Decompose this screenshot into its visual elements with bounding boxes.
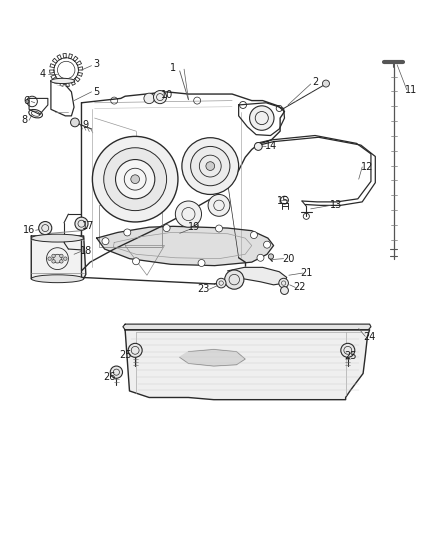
Text: 24: 24 bbox=[364, 332, 376, 342]
Circle shape bbox=[153, 91, 166, 103]
Circle shape bbox=[53, 254, 62, 263]
Circle shape bbox=[131, 175, 140, 183]
Circle shape bbox=[341, 343, 355, 357]
Polygon shape bbox=[97, 227, 274, 265]
Polygon shape bbox=[31, 236, 86, 279]
Text: 19: 19 bbox=[187, 222, 200, 232]
Circle shape bbox=[250, 106, 274, 130]
Circle shape bbox=[279, 278, 288, 288]
Circle shape bbox=[133, 258, 140, 265]
Text: 11: 11 bbox=[405, 85, 417, 95]
Circle shape bbox=[71, 118, 79, 127]
Circle shape bbox=[60, 254, 63, 257]
Circle shape bbox=[104, 148, 166, 211]
Text: 2: 2 bbox=[312, 77, 318, 87]
Text: 16: 16 bbox=[23, 225, 35, 235]
Ellipse shape bbox=[31, 234, 84, 242]
Ellipse shape bbox=[51, 78, 75, 84]
Text: 1: 1 bbox=[170, 63, 176, 73]
Circle shape bbox=[48, 257, 51, 261]
Text: 9: 9 bbox=[83, 120, 89, 131]
Circle shape bbox=[102, 238, 109, 245]
Circle shape bbox=[60, 260, 63, 263]
Text: 13: 13 bbox=[330, 200, 342, 211]
Circle shape bbox=[39, 222, 52, 235]
Circle shape bbox=[64, 257, 67, 261]
Text: 4: 4 bbox=[39, 69, 45, 78]
Circle shape bbox=[251, 231, 258, 239]
Circle shape bbox=[257, 254, 264, 261]
Ellipse shape bbox=[31, 275, 84, 282]
Text: 25: 25 bbox=[345, 351, 357, 361]
Text: 23: 23 bbox=[198, 284, 210, 294]
Circle shape bbox=[124, 229, 131, 236]
Text: 17: 17 bbox=[82, 221, 94, 231]
Circle shape bbox=[52, 254, 55, 257]
Circle shape bbox=[225, 270, 244, 289]
Circle shape bbox=[322, 80, 329, 87]
Circle shape bbox=[110, 366, 123, 378]
Circle shape bbox=[75, 217, 88, 230]
Text: 15: 15 bbox=[277, 196, 290, 206]
Circle shape bbox=[215, 225, 223, 232]
Circle shape bbox=[264, 241, 271, 248]
Circle shape bbox=[128, 343, 142, 357]
Circle shape bbox=[144, 93, 154, 103]
Polygon shape bbox=[180, 350, 245, 366]
Circle shape bbox=[281, 287, 288, 294]
Circle shape bbox=[198, 260, 205, 266]
Circle shape bbox=[208, 195, 230, 216]
Circle shape bbox=[191, 147, 230, 185]
Circle shape bbox=[116, 159, 155, 199]
Circle shape bbox=[163, 224, 170, 231]
Bar bbox=[99, 205, 162, 247]
Circle shape bbox=[268, 254, 274, 259]
Circle shape bbox=[206, 161, 215, 171]
Text: 26: 26 bbox=[103, 372, 115, 382]
Circle shape bbox=[52, 260, 55, 263]
Text: 14: 14 bbox=[265, 141, 278, 151]
Polygon shape bbox=[123, 324, 371, 330]
Text: 18: 18 bbox=[80, 246, 92, 256]
Circle shape bbox=[175, 201, 201, 227]
Circle shape bbox=[182, 138, 239, 195]
Circle shape bbox=[216, 278, 226, 288]
Text: 25: 25 bbox=[119, 350, 131, 360]
Circle shape bbox=[254, 142, 262, 150]
Text: 8: 8 bbox=[21, 115, 28, 125]
Text: 12: 12 bbox=[361, 162, 374, 172]
Text: 22: 22 bbox=[293, 282, 306, 293]
Text: 3: 3 bbox=[94, 59, 100, 69]
Text: 20: 20 bbox=[282, 254, 294, 264]
Text: 6: 6 bbox=[23, 96, 29, 107]
Text: 5: 5 bbox=[94, 87, 100, 97]
Polygon shape bbox=[125, 330, 370, 400]
Polygon shape bbox=[227, 268, 287, 285]
Circle shape bbox=[92, 136, 178, 222]
Text: 10: 10 bbox=[161, 91, 173, 100]
Text: 21: 21 bbox=[300, 268, 312, 278]
